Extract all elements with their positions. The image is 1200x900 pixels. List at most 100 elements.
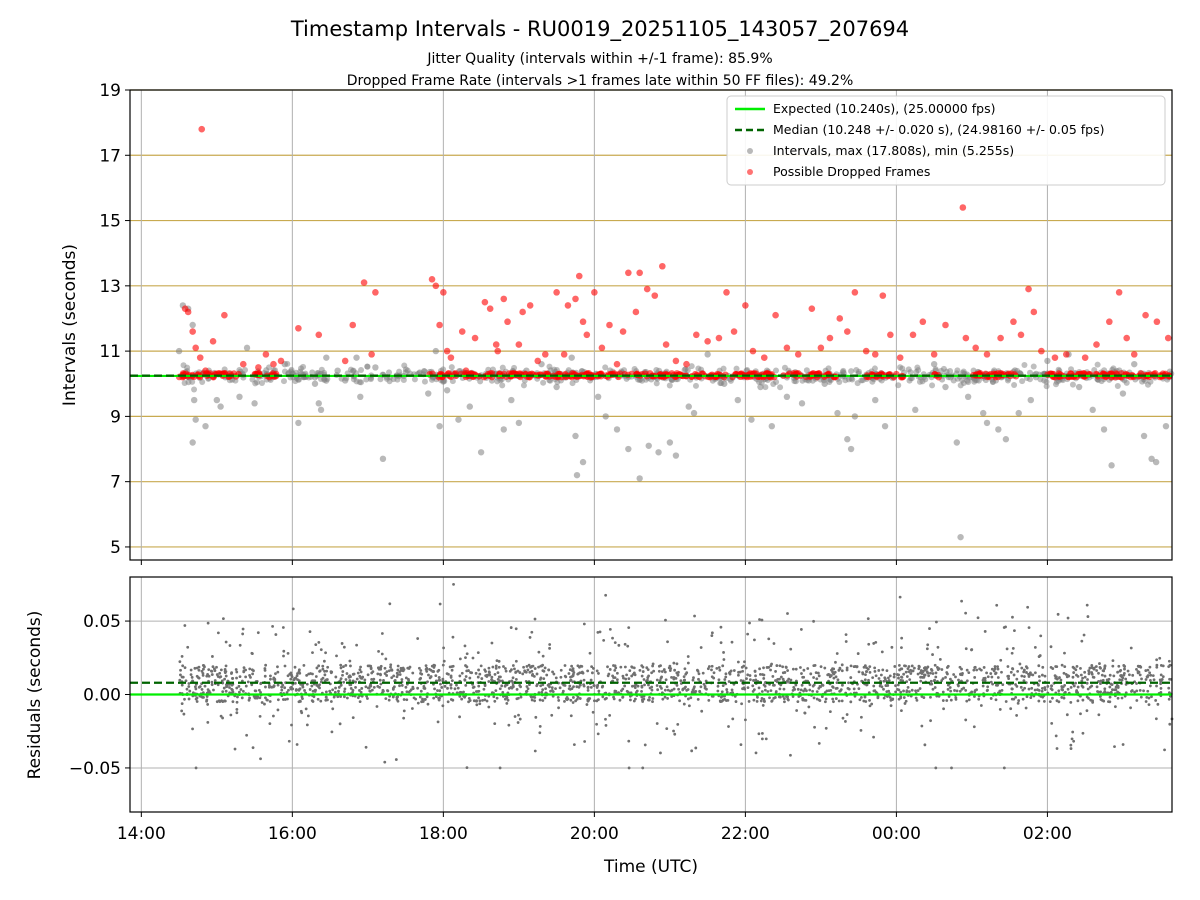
dropped-frame-point [851, 289, 859, 296]
residual-point [608, 627, 612, 631]
residual-point [498, 687, 502, 691]
residual-point [661, 697, 665, 701]
residual-point [874, 674, 878, 678]
residual-point [1095, 685, 1099, 689]
residual-point [1148, 665, 1152, 669]
residual-point [436, 689, 439, 692]
residual-point [313, 679, 317, 683]
residual-point [248, 696, 251, 700]
residual-point [242, 670, 246, 674]
interval-point [520, 382, 527, 389]
residual-point [630, 674, 634, 678]
dropped-frame-point [632, 308, 640, 316]
residual-point [505, 701, 509, 705]
residual-point [229, 713, 233, 717]
residual-point [807, 705, 811, 709]
residual-point [568, 668, 572, 672]
residual-point [1019, 685, 1023, 689]
residual-point [699, 685, 703, 689]
residual-point [794, 683, 798, 687]
residual-point [319, 648, 323, 652]
residual-point [823, 700, 827, 704]
residual-point [757, 686, 761, 690]
residual-point [563, 664, 567, 667]
dropped-frame-point [270, 360, 277, 368]
residual-point [317, 685, 320, 689]
residual-point [1085, 681, 1089, 685]
residual-point [370, 688, 374, 692]
residual-point [885, 669, 889, 673]
residual-point [1076, 685, 1080, 689]
residual-point [268, 722, 272, 725]
residual-point [492, 695, 496, 699]
residual-point [670, 695, 674, 698]
residual-point [508, 669, 512, 673]
interval-point [180, 362, 187, 369]
residual-point [539, 677, 542, 681]
residual-point [1057, 700, 1061, 704]
residual-point [301, 697, 304, 701]
residual-point [676, 673, 680, 677]
residual-point [509, 626, 513, 629]
residual-point [696, 669, 700, 673]
residual-point [952, 673, 956, 676]
residual-point [994, 683, 998, 687]
residual-point [239, 688, 243, 691]
residual-point [814, 671, 818, 675]
residual-point [356, 671, 360, 675]
residual-point [883, 676, 887, 680]
residual-point [1062, 671, 1066, 675]
residual-point [554, 687, 557, 691]
interval-point [906, 377, 913, 384]
residual-point [872, 735, 875, 739]
residual-point [1023, 675, 1026, 678]
residual-point [514, 659, 518, 663]
residual-point [407, 678, 411, 682]
interval-point [317, 406, 325, 414]
residual-point [533, 667, 537, 670]
residual-point [433, 687, 436, 691]
residual-point [1150, 695, 1153, 699]
interval-point [466, 403, 473, 410]
residual-point [400, 678, 404, 681]
dropped-frame-point [1093, 341, 1100, 348]
residual-point [666, 697, 669, 700]
residual-point [181, 675, 185, 679]
residual-point [235, 686, 239, 690]
residual-point [390, 668, 393, 672]
residual-point [487, 680, 491, 683]
residual-point [907, 665, 911, 668]
residual-point [395, 695, 399, 699]
residual-point [837, 668, 841, 672]
residual-point [614, 666, 618, 670]
residual-point [338, 679, 342, 683]
dropped-frame-point [826, 334, 834, 342]
residual-point [923, 743, 927, 747]
residual-point [515, 697, 519, 701]
residual-point [604, 724, 608, 727]
residual-point [342, 665, 345, 669]
interval-point [432, 347, 440, 355]
interval-point [845, 376, 852, 383]
residual-point [525, 685, 529, 688]
intervals-plot-frame [129, 89, 1173, 561]
residual-point [700, 709, 704, 713]
residual-point [852, 687, 856, 691]
residual-point [341, 673, 344, 677]
residual-point [1149, 678, 1152, 682]
residual-point [955, 689, 959, 693]
residual-point [1058, 676, 1061, 679]
residual-point [570, 664, 574, 668]
residual-point [298, 671, 302, 675]
residual-point [993, 665, 997, 668]
residual-point [408, 689, 412, 693]
residual-point [513, 667, 516, 671]
residual-point [395, 675, 399, 679]
residual-point [590, 665, 594, 669]
interval-point [957, 533, 964, 541]
residual-point [643, 683, 646, 687]
intervals-y-tick-label: 11 [99, 342, 121, 362]
residual-point [264, 696, 267, 700]
residual-point [467, 669, 470, 672]
residual-point [986, 688, 989, 692]
